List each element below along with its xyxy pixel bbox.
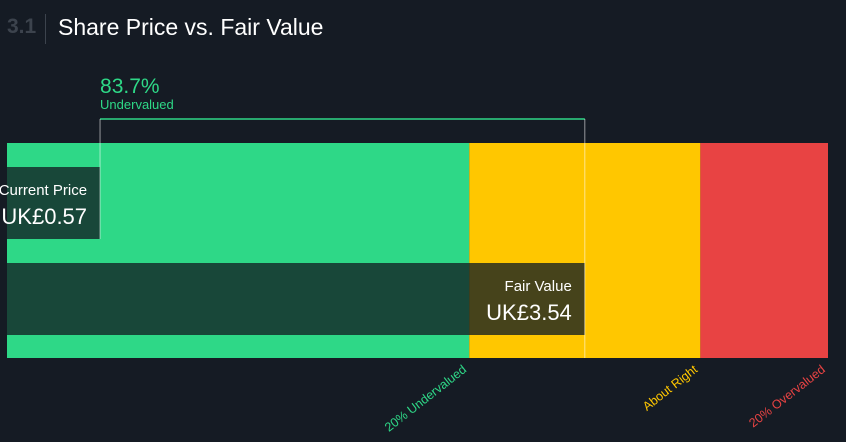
current-price-label: Current Price [0, 182, 87, 199]
section-number: 3.1 [7, 15, 37, 38]
section-divider [45, 14, 46, 44]
current-price-bar [7, 167, 101, 239]
fair-value-label: Fair Value [505, 278, 572, 295]
zone-label-undervalued: 20% Undervalued [382, 362, 469, 434]
section-header: 3.1 Share Price vs. Fair Value [0, 0, 846, 58]
zone-label-about-right: About Right [640, 362, 701, 414]
discount-label: Undervalued [100, 97, 174, 112]
fair-value-bar [7, 263, 585, 335]
zone-label-overvalued: 20% Overvalued [746, 362, 827, 430]
chart-title: Share Price vs. Fair Value [58, 14, 324, 40]
current-price-value: UK£0.57 [1, 204, 87, 229]
fair-value-value: UK£3.54 [486, 300, 572, 325]
zone-overvalued [700, 143, 828, 358]
discount-percent: 83.7% [100, 75, 160, 98]
